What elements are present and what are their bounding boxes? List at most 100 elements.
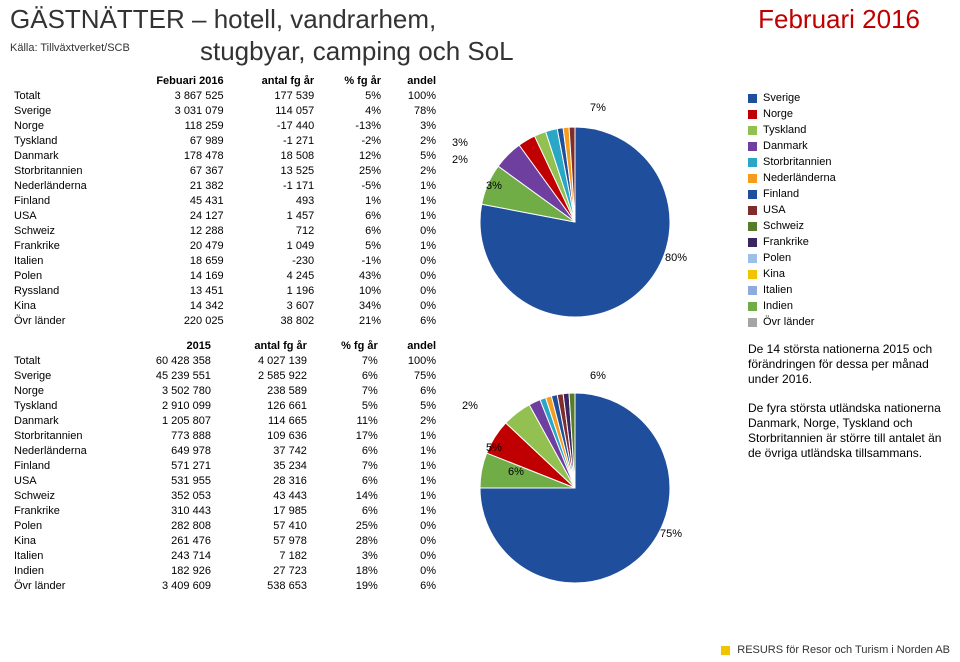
table-row: Danmark1 205 807114 66511%2% [10, 414, 440, 429]
legend-item: Danmark [748, 140, 948, 152]
legend-swatch [748, 126, 757, 135]
pie-callout: 75% [660, 528, 682, 540]
legend-item: Norge [748, 108, 948, 120]
legend-swatch [748, 302, 757, 311]
table-row: Övr länder3 409 609538 65319%6% [10, 579, 440, 594]
legend-swatch [748, 254, 757, 263]
legend-swatch [748, 222, 757, 231]
pie-callout: 3% [452, 137, 468, 149]
table-row: Nederländerna21 382-1 171-5%1% [10, 179, 440, 194]
col-header: Febuari 2016 [115, 74, 228, 89]
footer: RESURS för Resor och Turism i Norden AB [721, 644, 950, 656]
legend-label: Schweiz [763, 220, 804, 232]
table-feb2016: Febuari 2016antal fg år% fg årandel Tota… [10, 74, 440, 329]
table-row: Indien182 92627 72318%0% [10, 564, 440, 579]
pie-callout: 7% [590, 102, 606, 114]
footer-text: RESURS för Resor och Turism i Norden AB [737, 644, 950, 656]
legend-item: Indien [748, 300, 948, 312]
col-header: % fg år [311, 339, 382, 354]
table-row: Sverige45 239 5512 585 9226%75% [10, 369, 440, 384]
legend-item: Tyskland [748, 124, 948, 136]
legend-label: Storbritannien [763, 156, 832, 168]
legend-label: Kina [763, 268, 785, 280]
table-row: Nederländerna649 97837 7426%1% [10, 444, 440, 459]
legend-swatch [748, 206, 757, 215]
legend-item: Italien [748, 284, 948, 296]
table-row: Storbritannien773 888109 63617%1% [10, 429, 440, 444]
legend-swatch [748, 270, 757, 279]
legend-label: Italien [763, 284, 792, 296]
table-row: Italien18 659-230-1%0% [10, 254, 440, 269]
title-period: Februari 2016 [758, 4, 920, 35]
legend-item: Övr länder [748, 316, 948, 328]
title-sub: stugbyar, camping och SoL [200, 36, 514, 67]
table-row: Frankrike310 44317 9856%1% [10, 504, 440, 519]
table-row: Storbritannien67 36713 52525%2% [10, 164, 440, 179]
table-row: Norge118 259-17 440-13%3% [10, 119, 440, 134]
table-row: Polen282 80857 41025%0% [10, 519, 440, 534]
legend-label: Frankrike [763, 236, 809, 248]
legend-swatch [748, 238, 757, 247]
legend-label: Polen [763, 252, 791, 264]
table-row: Finland45 4314931%1% [10, 194, 440, 209]
legend-item: Finland [748, 188, 948, 200]
table-row: Schweiz352 05343 44314%1% [10, 489, 440, 504]
table-row: USA24 1271 4576%1% [10, 209, 440, 224]
legend-item: Schweiz [748, 220, 948, 232]
body-para-2: De fyra största utländska nationerna Dan… [748, 401, 948, 461]
table-row: Finland571 27135 2347%1% [10, 459, 440, 474]
legend-item: Polen [748, 252, 948, 264]
pie-callout: 2% [452, 154, 468, 166]
legend-label: USA [763, 204, 786, 216]
pie-chart-feb2016: 3%2%3%7%80% [450, 92, 700, 342]
pie-callout: 5% [486, 442, 502, 454]
legend-item: USA [748, 204, 948, 216]
pie-chart-2015: 2%5%6%6%75% [450, 358, 700, 608]
legend-swatch [748, 318, 757, 327]
legend: Sverige Norge Tyskland Danmark Storbritannie… [748, 92, 948, 328]
table-row: Kina14 3423 60734%0% [10, 299, 440, 314]
legend-swatch [748, 174, 757, 183]
legend-item: Kina [748, 268, 948, 280]
col-header: antal fg år [215, 339, 311, 354]
table-row: Norge3 502 780238 5897%6% [10, 384, 440, 399]
legend-swatch [748, 142, 757, 151]
table-row: Ryssland13 4511 19610%0% [10, 284, 440, 299]
table-row: USA531 95528 3166%1% [10, 474, 440, 489]
legend-label: Sverige [763, 92, 800, 104]
table-row: Danmark178 47818 50812%5% [10, 149, 440, 164]
source-label: Källa: Tillväxtverket/SCB [10, 42, 130, 54]
pie-callout: 80% [665, 252, 687, 264]
pie-callout: 2% [462, 400, 478, 412]
col-header: antal fg år [228, 74, 319, 89]
legend-item: Frankrike [748, 236, 948, 248]
legend-swatch [748, 94, 757, 103]
legend-label: Nederländerna [763, 172, 836, 184]
table-row: Tyskland67 989-1 271-2%2% [10, 134, 440, 149]
legend-swatch [748, 190, 757, 199]
table-row: Totalt60 428 3584 027 1397%100% [10, 354, 440, 369]
table-row: Sverige3 031 079114 0574%78% [10, 104, 440, 119]
col-header: % fg år [318, 74, 385, 89]
col-header [10, 339, 115, 354]
table-row: Tyskland2 910 099126 6615%5% [10, 399, 440, 414]
footer-icon [721, 646, 730, 655]
legend-label: Norge [763, 108, 793, 120]
legend-label: Finland [763, 188, 799, 200]
pie-callout: 6% [508, 466, 524, 478]
table-row: Övr länder220 02538 80221%6% [10, 314, 440, 329]
legend-swatch [748, 110, 757, 119]
table-row: Frankrike20 4791 0495%1% [10, 239, 440, 254]
col-header [10, 74, 115, 89]
legend-swatch [748, 286, 757, 295]
table-row: Totalt3 867 525177 5395%100% [10, 89, 440, 104]
col-header: andel [382, 339, 440, 354]
table-row: Polen14 1694 24543%0% [10, 269, 440, 284]
legend-swatch [748, 158, 757, 167]
body-para-1: De 14 största nationerna 2015 och föränd… [748, 342, 948, 387]
legend-label: Danmark [763, 140, 808, 152]
title-main: GÄSTNÄTTER – hotell, vandrarhem, [10, 4, 436, 35]
table-row: Schweiz12 2887126%0% [10, 224, 440, 239]
legend-item: Sverige [748, 92, 948, 104]
legend-label: Övr länder [763, 316, 814, 328]
